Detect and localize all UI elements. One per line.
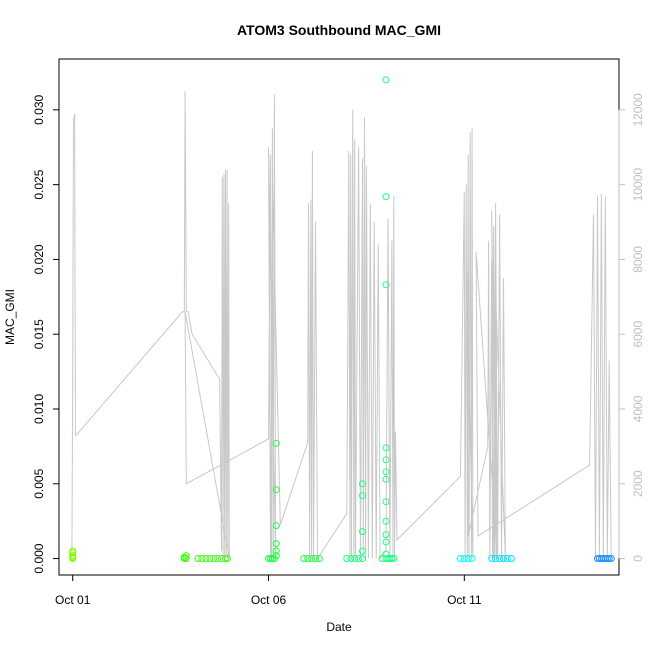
data-point (500, 555, 507, 562)
data-point (272, 552, 280, 560)
data-point (456, 555, 464, 562)
grey-line-series (71, 91, 612, 561)
y-tick-label: 0.030 (32, 95, 46, 125)
data-point (221, 555, 229, 562)
data-point (492, 555, 500, 562)
data-point (308, 555, 316, 562)
grey-line-path (71, 91, 612, 561)
data-point (507, 555, 515, 562)
data-point (359, 547, 366, 555)
data-point (351, 555, 359, 562)
data-point (359, 480, 366, 488)
data-point (468, 555, 476, 562)
x-tick-label: Oct 11 (447, 593, 482, 607)
data-point (382, 531, 390, 539)
point-series-0 (69, 547, 77, 562)
data-point (382, 468, 390, 476)
data-point (304, 555, 312, 562)
x-axis-label: Date (326, 620, 352, 634)
data-point (206, 555, 214, 562)
data-point (359, 492, 366, 500)
data-point (382, 444, 390, 452)
data-point (488, 555, 496, 562)
data-point (464, 555, 472, 562)
data-point (69, 552, 77, 560)
y2-tick-label: 8000 (631, 246, 645, 273)
y2-axis-right: 0 2000 4000 6000 8000 10000 12000 (618, 93, 645, 562)
data-point (382, 498, 390, 506)
data-point (343, 555, 351, 562)
data-point (272, 547, 280, 555)
data-point (214, 555, 222, 562)
data-point (382, 193, 390, 201)
plot-frame (58, 58, 620, 576)
data-point (607, 555, 615, 562)
point-series-6 (594, 555, 615, 562)
y2-tick-label: 0 (631, 555, 645, 562)
data-point (202, 555, 210, 562)
data-point (180, 553, 188, 561)
x-tick-label: Oct 01 (55, 593, 91, 607)
point-series-3 (343, 76, 398, 562)
data-point (382, 517, 390, 525)
data-point (603, 555, 611, 562)
point-series-2 (265, 439, 323, 562)
y2-tick-label: 12000 (631, 93, 645, 127)
x-tick-label: Oct 06 (251, 593, 287, 607)
data-point (388, 555, 396, 562)
data-point (223, 555, 231, 562)
y-tick-label: 0.025 (32, 169, 46, 199)
data-point (382, 76, 390, 84)
data-point (605, 555, 613, 562)
data-point (496, 555, 504, 562)
data-point (272, 540, 280, 548)
data-point (198, 555, 206, 562)
data-point (69, 554, 77, 562)
data-point (460, 555, 468, 562)
data-point (382, 550, 390, 558)
chart-title: ATOM3 Southbound MAC_GMI (237, 22, 441, 38)
y2-tick-label: 10000 (631, 168, 645, 202)
data-point (210, 555, 218, 562)
data-point (300, 555, 308, 562)
data-point (272, 439, 280, 447)
y2-tick-label: 6000 (631, 321, 645, 348)
data-point (359, 555, 366, 562)
y-tick-label: 0.005 (32, 468, 46, 498)
y-tick-label: 0.010 (32, 394, 46, 424)
y-tick-label: 0.015 (32, 319, 46, 349)
data-point (194, 555, 202, 562)
y-axis: 0.000 0.005 0.010 0.015 0.020 0.025 0.030 (32, 95, 60, 574)
x-axis: Oct 01 Oct 06 Oct 11 (55, 574, 482, 607)
y2-tick-label: 2000 (631, 470, 645, 497)
data-point (386, 555, 394, 562)
data-point (347, 555, 355, 562)
y-tick-label: 0.020 (32, 244, 46, 274)
y2-tick-label: 4000 (631, 395, 645, 422)
data-point (272, 522, 280, 530)
data-point (69, 547, 77, 555)
data-point (312, 555, 319, 562)
data-point (267, 555, 274, 562)
data-point (182, 555, 190, 562)
points-layer (69, 76, 615, 562)
data-point (503, 555, 511, 562)
data-point (390, 555, 398, 562)
data-point (382, 538, 390, 546)
data-point (355, 555, 363, 562)
y-axis-label: MAC_GMI (3, 289, 17, 345)
data-point (382, 475, 390, 483)
data-point (315, 555, 323, 562)
point-series-4 (456, 555, 476, 562)
data-point (382, 456, 390, 464)
data-point (182, 552, 190, 560)
data-point (272, 486, 280, 494)
data-point (359, 528, 366, 536)
y-tick-label: 0.000 (32, 543, 46, 573)
point-series-1 (180, 552, 231, 562)
point-series-5 (488, 555, 515, 562)
data-point (382, 281, 390, 289)
